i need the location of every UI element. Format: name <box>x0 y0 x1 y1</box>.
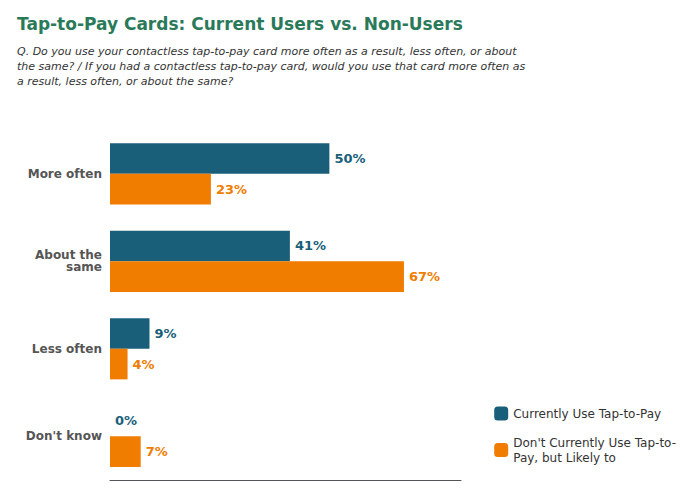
svg-text:41%: 41% <box>295 238 326 253</box>
svg-text:50%: 50% <box>334 151 365 166</box>
svg-text:Pay, but Likely to: Pay, but Likely to <box>513 451 616 465</box>
svg-text:About the: About the <box>35 248 102 263</box>
svg-text:4%: 4% <box>133 357 155 372</box>
svg-text:Don't know: Don't know <box>26 429 102 443</box>
svg-text:More often: More often <box>28 167 102 181</box>
svg-text:Tap-to-Pay Cards: Current User: Tap-to-Pay Cards: Current Users vs. Non-… <box>17 14 463 34</box>
svg-text:67%: 67% <box>409 269 440 284</box>
svg-text:Currently Use Tap-to-Pay: Currently Use Tap-to-Pay <box>513 407 661 421</box>
svg-text:23%: 23% <box>216 182 247 197</box>
svg-text:Don't Currently Use Tap-to-: Don't Currently Use Tap-to- <box>513 436 676 450</box>
svg-text:same: same <box>66 260 102 274</box>
svg-text:Q. Do you use your contactless: Q. Do you use your contactless tap-to-pa… <box>17 45 517 58</box>
svg-text:0%: 0% <box>115 413 137 428</box>
svg-text:7%: 7% <box>146 444 168 459</box>
svg-text:9%: 9% <box>154 326 176 341</box>
svg-text:Less often: Less often <box>32 342 102 356</box>
svg-text:a result, less often, or about: a result, less often, or about the same? <box>17 75 234 88</box>
svg-text:the same? / If you had a conta: the same? / If you had a contactless tap… <box>17 60 525 73</box>
